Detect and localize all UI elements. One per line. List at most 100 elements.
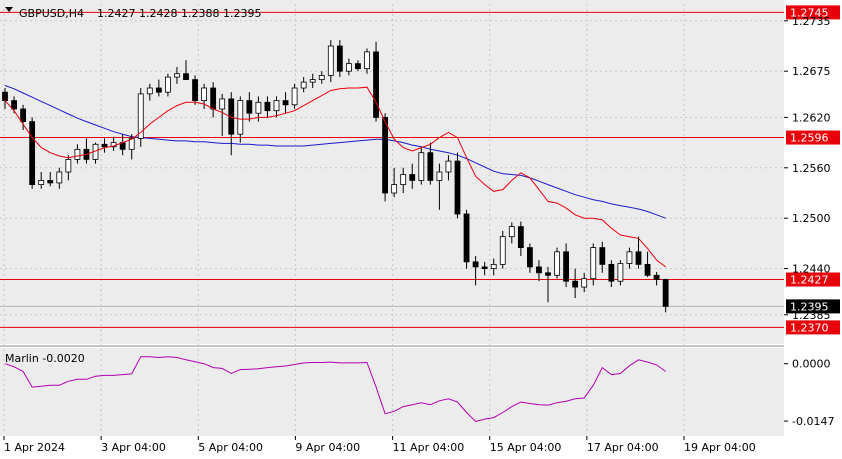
candle[interactable]	[527, 247, 533, 268]
time-tick-label: 19 Apr 04:00	[684, 441, 756, 454]
candle[interactable]	[545, 272, 551, 276]
price-tick-label: 1.2500	[792, 212, 831, 225]
candle[interactable]	[345, 63, 352, 72]
ohlc-values: 1.2427 1.2428 1.2388 1.2395	[97, 7, 261, 20]
candle[interactable]	[264, 101, 271, 112]
candle[interactable]	[2, 91, 8, 101]
candle[interactable]	[246, 100, 253, 114]
candle[interactable]	[445, 160, 452, 173]
candle[interactable]	[327, 45, 334, 76]
chart-header: GBPUSD,H4 1.2427 1.2428 1.2388 1.2395	[5, 7, 261, 20]
candle[interactable]	[427, 152, 434, 181]
candle[interactable]	[291, 87, 298, 106]
candle[interactable]	[210, 87, 217, 110]
candle[interactable]	[536, 266, 542, 274]
candle[interactable]	[364, 51, 370, 70]
candle[interactable]	[355, 63, 361, 70]
ma-slow-line	[4, 85, 666, 219]
candle[interactable]	[309, 79, 316, 83]
candle[interactable]	[38, 179, 45, 185]
time-tick-label: 15 Apr 04:00	[490, 441, 562, 454]
grid	[0, 4, 784, 432]
price-tick-label: 1.2620	[792, 111, 831, 124]
candle[interactable]	[219, 98, 226, 110]
candles[interactable]	[2, 40, 669, 313]
level-price-tag	[786, 320, 840, 335]
candle[interactable]	[174, 73, 180, 78]
candle[interactable]	[11, 100, 17, 110]
price-panel-bg	[0, 0, 784, 344]
candle[interactable]	[563, 251, 569, 282]
horizontal-levels[interactable]: 1.2745 1.2596 1.2427 1.2370 1.2395	[0, 5, 840, 335]
candle[interactable]	[336, 45, 343, 72]
candle[interactable]	[635, 251, 642, 265]
level-price-label: 1.2427	[790, 274, 829, 287]
candle[interactable]	[608, 263, 615, 282]
candle[interactable]	[56, 171, 63, 184]
candle[interactable]	[74, 148, 81, 160]
candle[interactable]	[418, 152, 425, 181]
oscillator	[4, 356, 666, 423]
candle[interactable]	[490, 263, 497, 269]
candle[interactable]	[201, 87, 208, 102]
candle[interactable]	[65, 158, 72, 173]
candle[interactable]	[20, 108, 27, 122]
candle[interactable]	[662, 279, 669, 307]
price-tick-label: 1.2385	[792, 309, 831, 322]
candle[interactable]	[400, 174, 407, 186]
candle[interactable]	[29, 121, 36, 185]
current-price-label: 1.2395	[790, 300, 829, 313]
candle[interactable]	[517, 226, 524, 249]
candle[interactable]	[508, 226, 515, 238]
candle[interactable]	[282, 100, 289, 106]
symbol-label: GBPUSD,H4	[19, 7, 84, 20]
candle[interactable]	[499, 236, 506, 265]
candle[interactable]	[572, 280, 579, 288]
candle[interactable]	[581, 278, 588, 288]
candle[interactable]	[101, 143, 108, 148]
oscillator-axis: 0.0000 -0.0147	[784, 358, 834, 428]
candle[interactable]	[137, 93, 144, 139]
candle[interactable]	[382, 117, 389, 194]
current-price-tag	[786, 299, 840, 314]
candle[interactable]	[155, 87, 162, 93]
time-tick-label: 5 Apr 04:00	[198, 441, 263, 454]
candle[interactable]	[164, 76, 171, 93]
candle[interactable]	[273, 100, 280, 112]
candle[interactable]	[644, 263, 651, 276]
candle[interactable]	[481, 266, 488, 270]
candle[interactable]	[590, 247, 597, 280]
candle[interactable]	[146, 87, 153, 95]
candle[interactable]	[599, 247, 606, 265]
candle[interactable]	[255, 101, 262, 114]
candle[interactable]	[391, 184, 398, 194]
candle[interactable]	[237, 100, 244, 135]
candle[interactable]	[373, 51, 379, 118]
level-price-tag	[786, 272, 840, 287]
candle[interactable]	[454, 160, 461, 215]
indicator-name: Marlin -0.0020	[5, 352, 85, 365]
dropdown-arrow-icon[interactable]	[5, 7, 13, 12]
candle[interactable]	[463, 213, 470, 263]
price-axis: 1.2735 1.2675 1.2620 1.2560 1.2500 1.2440 1.23…	[784, 15, 831, 322]
candle[interactable]	[554, 251, 560, 276]
candle[interactable]	[626, 251, 633, 264]
oscillator-line	[4, 356, 666, 423]
candle[interactable]	[183, 73, 189, 81]
candle[interactable]	[617, 263, 624, 282]
candle[interactable]	[472, 261, 479, 268]
candle[interactable]	[653, 274, 660, 280]
candle[interactable]	[318, 75, 325, 81]
candle[interactable]	[300, 81, 307, 89]
level-price-label: 1.2370	[790, 321, 829, 334]
oscillator-panel-bg	[0, 348, 784, 436]
price-tick-label: 1.2735	[792, 15, 831, 28]
candle[interactable]	[409, 174, 416, 181]
candle[interactable]	[47, 179, 54, 184]
candle[interactable]	[128, 137, 135, 150]
time-tick-label: 11 Apr 04:00	[393, 441, 465, 454]
candle[interactable]	[436, 171, 443, 181]
candle[interactable]	[192, 79, 198, 101]
level-price-label: 1.2596	[790, 132, 829, 145]
